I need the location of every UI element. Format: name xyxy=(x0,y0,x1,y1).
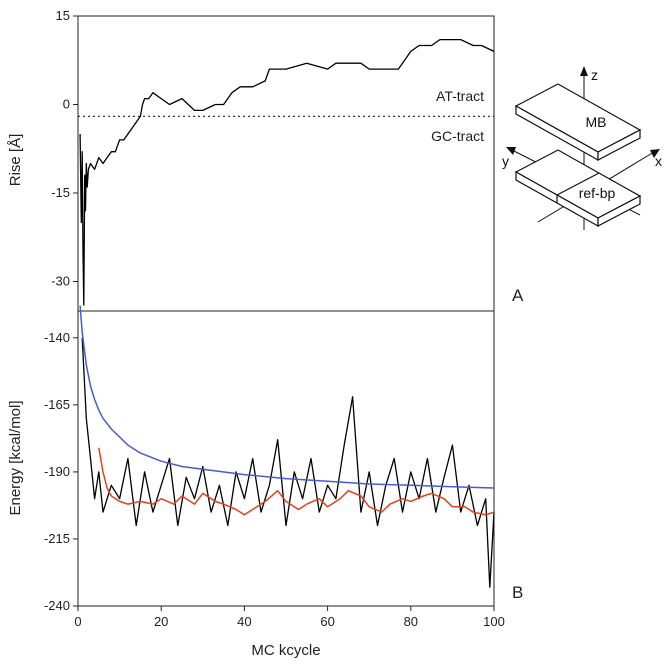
z-arrowhead xyxy=(580,66,588,76)
panel-a-y-axis-label: Rise [Å] xyxy=(7,134,24,187)
panel-a-frame xyxy=(77,15,495,312)
x-tick-label: 40 xyxy=(237,614,251,629)
y-tick-label: -15 xyxy=(51,185,70,200)
ref-bp-label: ref-bp xyxy=(579,185,616,201)
panel-b-energy: -140 -165 -190 -215 -240 0 20 40 60 80 100 Energy … xyxy=(7,305,523,659)
series-line-2 xyxy=(98,447,495,516)
x-tick-label: 60 xyxy=(320,614,334,629)
y-tick-label: -165 xyxy=(44,397,70,412)
x-tick-label: 0 xyxy=(74,614,81,629)
x-tick-label: 20 xyxy=(154,614,168,629)
y-tick-label: -240 xyxy=(44,598,70,613)
series-line-0 xyxy=(79,38,495,306)
panel-a-ticks: 15 0 -15 -30 xyxy=(51,8,78,289)
y-tick-label: -190 xyxy=(44,464,70,479)
panel-label-a: A xyxy=(512,286,524,305)
panel-a-series xyxy=(79,38,495,306)
panel-b-series xyxy=(79,305,495,588)
y-tick-label: -30 xyxy=(51,274,70,289)
ref-bp-slab xyxy=(514,149,642,228)
panel-a-rise: 15 0 -15 -30 Rise [Å] AT-tract GC-tract A xyxy=(7,8,524,312)
panel-b-frame xyxy=(77,310,495,607)
annotation-at-tract: AT-tract xyxy=(436,88,484,104)
y-tick-label: -140 xyxy=(44,330,70,345)
mb-slab xyxy=(514,83,642,162)
panel-b-y-axis-label: Energy [kcal/mol] xyxy=(7,400,24,515)
panel-label-b: B xyxy=(512,583,523,602)
x-tick-label: 80 xyxy=(404,614,418,629)
x-axis-label: x xyxy=(655,153,662,169)
panel-b-ticks: -140 -165 -190 -215 -240 0 20 40 60 80 100 xyxy=(44,330,505,629)
y-tick-label: 0 xyxy=(63,97,70,112)
series-line-0 xyxy=(81,337,495,588)
annotation-gc-tract: GC-tract xyxy=(431,128,484,144)
series-line-1 xyxy=(79,305,495,489)
y-tick-label: 15 xyxy=(56,8,70,23)
y-tick-label: -215 xyxy=(44,531,70,546)
x-arrowhead xyxy=(650,149,660,158)
y-axis-label: y xyxy=(502,153,509,169)
y-arrowhead xyxy=(506,147,516,155)
mb-label: MB xyxy=(586,114,607,130)
x-tick-label: 100 xyxy=(483,614,505,629)
x-axis-label: MC kcycle xyxy=(251,642,320,659)
z-axis-label: z xyxy=(591,67,598,83)
coordinate-frame-inset: z y x MB ref-bp xyxy=(502,66,662,230)
